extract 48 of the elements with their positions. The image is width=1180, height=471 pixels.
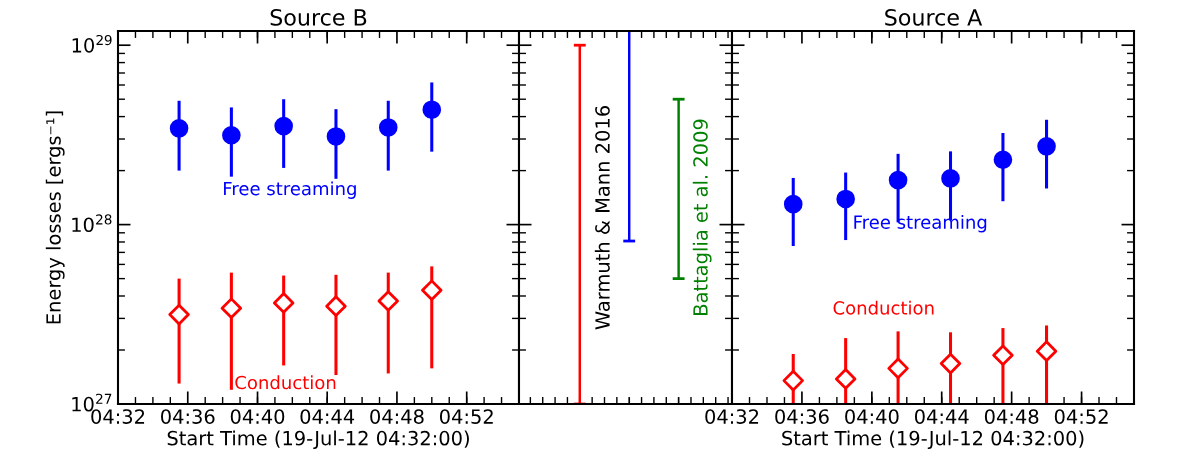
x-tick-label: 04:36 (775, 409, 829, 424)
annotation: Warmuth & Mann 2016 (594, 106, 610, 330)
point (168, 303, 190, 326)
point (272, 292, 295, 314)
point (836, 189, 855, 209)
text: Free streaming (224, 181, 356, 199)
text: Conduction (833, 300, 934, 315)
x-tick-label: 04:44 (914, 409, 969, 424)
chart-title: Source A (885, 8, 983, 26)
point (783, 194, 803, 214)
point (941, 169, 960, 188)
point (992, 344, 1014, 366)
point (325, 295, 347, 317)
point (888, 170, 908, 190)
point (421, 279, 443, 301)
point (274, 116, 293, 136)
x-tick-label: 04:48 (370, 409, 424, 424)
point (326, 127, 346, 146)
x-axis-title: Start Time (19-Jul-12 04:32:00) (167, 430, 469, 450)
point (1037, 137, 1056, 156)
point (782, 369, 804, 392)
annotation: Battaglia et al. 2009 (692, 119, 712, 315)
chart-title: Source B (270, 8, 367, 26)
point (169, 119, 189, 138)
point (222, 125, 241, 145)
text: Conduction (235, 375, 336, 390)
point (220, 297, 243, 319)
point (422, 100, 442, 120)
x-tick-label: 04:40 (845, 409, 899, 424)
x-tick-label: 04:48 (984, 409, 1039, 424)
series-label: Free streaming (854, 214, 987, 233)
y-tick-label: 10$^{29}$ (72, 34, 112, 53)
x-axis-title: Start Time (19-Jul-12 04:32:00) (782, 430, 1084, 450)
x-tick-label: 04:40 (230, 409, 285, 424)
point (993, 150, 1013, 170)
point (1035, 340, 1058, 362)
point (378, 118, 398, 137)
point (887, 357, 909, 380)
x-tick-label: 04:52 (1054, 409, 1108, 424)
x-tick-label: 04:44 (300, 409, 355, 424)
x-tick-label: 04:52 (439, 409, 493, 424)
point (377, 290, 399, 312)
x-tick-label: 04:36 (161, 409, 215, 424)
x-tick-label: 04:32 (705, 409, 759, 424)
y-axis-title: Energy losses [ergs⁻¹] (45, 111, 65, 324)
point (939, 352, 962, 375)
y-tick-label: 10$^{28}$ (72, 214, 112, 233)
point (834, 368, 857, 390)
